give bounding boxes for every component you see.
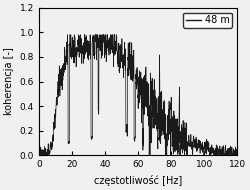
Y-axis label: koherencja [-]: koherencja [-] <box>4 48 14 116</box>
X-axis label: częstotliwość [Hz]: częstotliwość [Hz] <box>94 175 182 186</box>
Legend: 48 m: 48 m <box>183 13 232 28</box>
